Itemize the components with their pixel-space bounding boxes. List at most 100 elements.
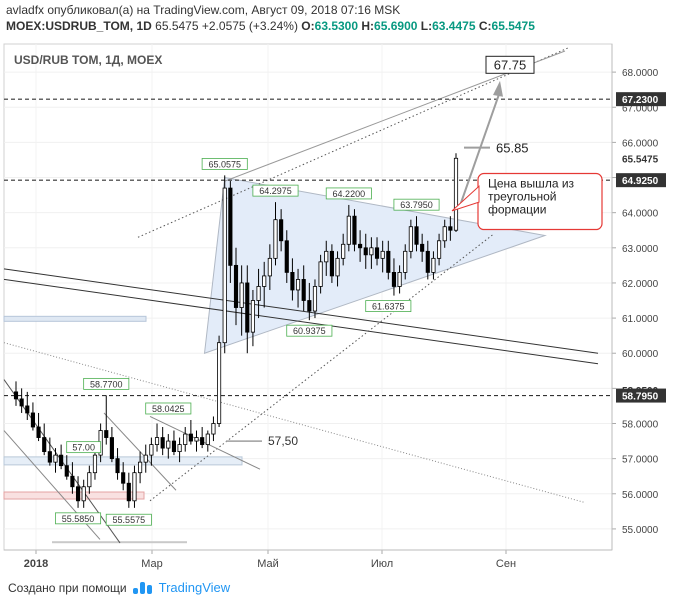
price-label: 63.7950 — [400, 200, 433, 210]
symbol: MOEX:USDRUB_TOM, 1D — [6, 19, 152, 33]
close-label: C: — [478, 19, 492, 33]
y-tick-label: 60.0000 — [622, 349, 659, 360]
y-tick-label: 63.0000 — [622, 244, 659, 255]
low-label: L: — [420, 19, 433, 33]
candle-body — [75, 486, 81, 502]
candle-body — [262, 275, 267, 287]
candle-body — [126, 482, 131, 502]
candle-body — [453, 157, 459, 231]
last-price: 65.5475 — [155, 19, 199, 33]
candle-body — [205, 433, 210, 445]
candle-body — [211, 423, 216, 435]
candle-body — [222, 187, 227, 344]
candle-body — [397, 272, 402, 287]
candle-body — [143, 454, 148, 463]
candle-body — [104, 430, 109, 438]
x-tick-label: Сен — [496, 558, 516, 570]
candle-body — [245, 282, 250, 333]
price-label-box — [55, 512, 102, 525]
open-label: O: — [301, 19, 315, 33]
zone-box — [3, 491, 145, 500]
price-tag: 67.2300 — [622, 95, 659, 106]
chart-header: avladfx опубликовал(а) на TradingView.co… — [6, 2, 666, 34]
y-tick-label: 67.0000 — [622, 103, 659, 114]
candle-body — [132, 472, 137, 502]
price-label-box — [365, 300, 412, 312]
candle-body — [115, 458, 120, 474]
candle-body — [318, 261, 323, 287]
candle-body — [42, 437, 47, 453]
candle-body — [301, 279, 306, 301]
candle-body — [431, 257, 436, 273]
price-chart[interactable]: 55.000056.000057.000058.000059.000060.00… — [0, 38, 674, 570]
price-label: 64.2200 — [333, 189, 366, 199]
callout-pointer — [451, 185, 480, 212]
price-tag: 58.7950 — [622, 392, 659, 403]
price-label: 60.9375 — [293, 326, 326, 336]
price-label-box — [252, 184, 299, 197]
y-tick-label: 66.0000 — [622, 138, 659, 149]
low-value: 63.4475 — [432, 19, 476, 33]
candle-body — [414, 226, 419, 245]
x-tick-label: Май — [257, 558, 279, 570]
candle-body — [200, 437, 205, 445]
candle-body — [81, 486, 86, 502]
price-label-box — [83, 377, 130, 390]
price-label: 58.0425 — [152, 404, 185, 414]
x-tick-label: Мар — [141, 558, 163, 570]
price-tag: 65.5475 — [622, 154, 659, 165]
chart-title: USD/RUB TOM, 1Д, MOEX — [14, 53, 162, 67]
callout-text: формации — [488, 203, 546, 217]
tradingview-link[interactable]: TradingView — [158, 580, 231, 595]
candle-body — [138, 461, 143, 474]
created-with-text: Создано при помощи — [8, 580, 127, 595]
dotted-trend-line — [149, 233, 495, 502]
candle-body — [109, 437, 114, 460]
price-label: 65.0575 — [208, 159, 241, 169]
dotted-trend-line — [137, 47, 570, 238]
candle-body — [239, 282, 244, 308]
candle-body — [425, 250, 430, 273]
candle-body — [25, 405, 30, 414]
candle-body — [307, 300, 312, 312]
callout-text: Цена вышла из — [488, 177, 575, 191]
price-label-box — [66, 441, 102, 454]
candle-body — [403, 250, 408, 273]
candle-body — [369, 247, 374, 256]
y-tick-label: 56.0000 — [622, 490, 659, 501]
candle-body — [420, 243, 425, 252]
callout-text: треугольной — [488, 190, 557, 204]
candle-body — [64, 465, 69, 477]
ohlc-line: MOEX:USDRUB_TOM, 1D 65.5475 +2.0575 (+3.… — [6, 18, 666, 34]
candle-body — [386, 250, 391, 273]
target-value: 67.75 — [494, 57, 527, 72]
candle-body — [177, 444, 182, 453]
candle-body — [341, 243, 346, 259]
price-label: 57.00 — [72, 443, 95, 453]
candle-body — [290, 272, 295, 291]
trend-line — [149, 416, 261, 470]
open-value: 63.5300 — [314, 19, 359, 33]
channel-line — [3, 278, 599, 365]
candle-body — [19, 398, 24, 407]
candle-body — [408, 226, 413, 252]
x-tick-label: 2018 — [24, 558, 48, 570]
footer: Создано при помощи TradingView — [8, 580, 230, 595]
candle-body — [233, 264, 239, 308]
candle-body — [273, 219, 278, 259]
price-label-box — [393, 198, 440, 211]
candle-body — [256, 286, 261, 301]
candle-body — [284, 240, 289, 273]
candle-body — [437, 240, 442, 259]
y-tick-label: 58.0000 — [622, 420, 659, 431]
publish-line: avladfx опубликовал(а) на TradingView.co… — [6, 3, 401, 17]
price-label: 55.5575 — [113, 515, 146, 525]
candle-body — [279, 219, 284, 242]
candle-body — [346, 215, 351, 245]
candle-body — [70, 475, 75, 488]
target-level-text: 65.85 — [496, 141, 529, 156]
price-label-box — [105, 513, 152, 526]
high-value: 65.6900 — [374, 19, 418, 33]
level-text: 57,50 — [268, 434, 298, 448]
price-tag-box — [616, 151, 666, 166]
